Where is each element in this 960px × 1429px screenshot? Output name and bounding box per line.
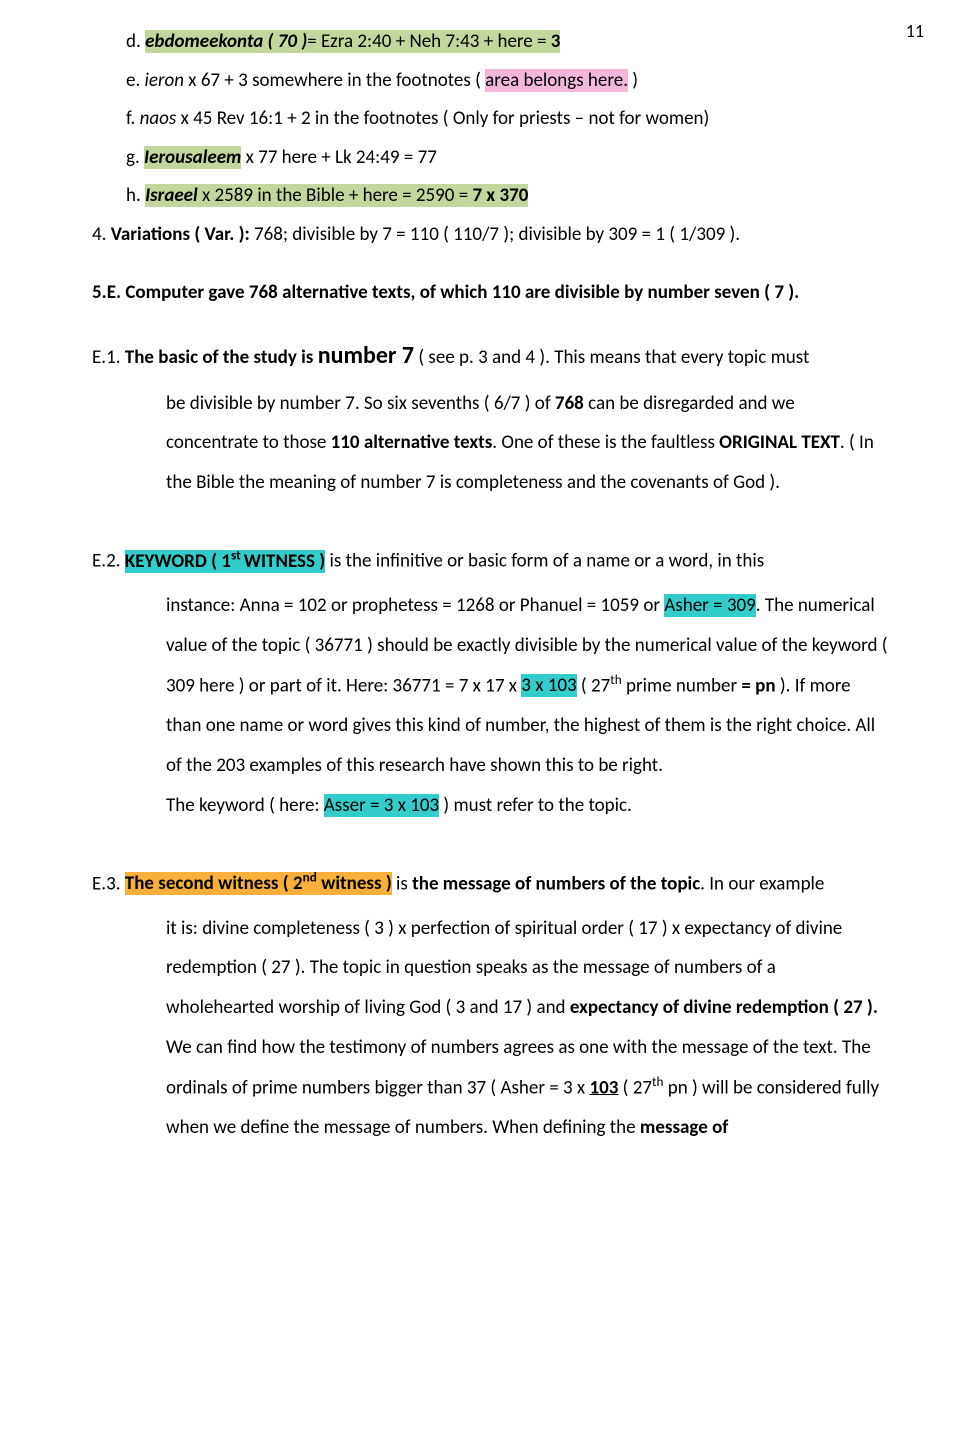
text: The basic of the study is bbox=[125, 346, 318, 369]
document-page: 11 d. ebdomeekonta ( 70 )= Ezra 2:40 + N… bbox=[0, 0, 960, 1208]
text: ( see p. 3 and 4 ). This means that ever… bbox=[414, 346, 809, 369]
text: ( 27 bbox=[618, 1076, 652, 1099]
text: e. bbox=[126, 69, 145, 92]
text: naos bbox=[140, 107, 177, 130]
text: ( 27 ). bbox=[833, 996, 878, 1019]
text: pn bbox=[755, 674, 775, 697]
text: is bbox=[392, 872, 412, 895]
text: 768; divisible by 7 = 110 ( 110/7 ); div… bbox=[250, 223, 740, 246]
item-d: d. ebdomeekonta ( 70 )= Ezra 2:40 + Neh … bbox=[126, 28, 888, 57]
text: th bbox=[610, 671, 621, 688]
text: nd bbox=[303, 869, 317, 886]
text: 3 bbox=[551, 30, 561, 53]
text: pn ) will be bbox=[663, 1076, 752, 1099]
section-e3: E.3. The second witness ( 2nd witness ) … bbox=[92, 868, 888, 1149]
text: . bbox=[840, 431, 845, 454]
text: . In our example bbox=[700, 872, 824, 895]
item-e: e. ieron x 67 + 3 somewhere in the footn… bbox=[126, 67, 888, 96]
text: x 67 + 3 somewhere in the footnotes ( bbox=[184, 69, 485, 92]
item-variations: 4. Variations ( Var. ): 768; divisible b… bbox=[92, 221, 888, 250]
highlight-pink: area belongs here. bbox=[485, 69, 628, 92]
text: redemption ( 27 ). The topic in question… bbox=[166, 956, 776, 979]
text: 4. bbox=[92, 223, 111, 246]
text: . One of these is the faultless bbox=[492, 431, 719, 454]
e3-line1: E.3. The second witness ( 2nd witness ) … bbox=[92, 868, 888, 899]
e1-body: be divisible by number 7. So six seventh… bbox=[166, 384, 888, 504]
text: Israeel bbox=[145, 184, 198, 207]
text: 7 x 370 bbox=[473, 184, 529, 207]
text: Variations ( Var. ): bbox=[111, 223, 250, 246]
text: prime number bbox=[622, 674, 742, 697]
text: ORIGINAL TEXT bbox=[719, 431, 840, 454]
section-5e: 5.E. Computer gave 768 alternative texts… bbox=[92, 279, 888, 308]
text: can be disregarded and we bbox=[584, 392, 795, 415]
text: st bbox=[231, 546, 244, 563]
highlight-olive: ebdomeekonta ( 70 )= Ezra 2:40 + Neh 7:4… bbox=[145, 30, 560, 53]
text: The keyword ( here: bbox=[166, 794, 324, 817]
e2-body: instance: Anna = 102 or prophetess = 126… bbox=[166, 586, 888, 826]
text: = Ezra 2:40 + Neh 7:43 + here = bbox=[307, 30, 551, 53]
text: f. bbox=[126, 107, 140, 130]
text: ieron bbox=[145, 69, 184, 92]
highlight-cyan: 3 x 103 bbox=[521, 674, 576, 697]
text: WITNESS ) bbox=[244, 550, 325, 573]
e1-line1: E.1. The basic of the study is number 7 … bbox=[92, 338, 888, 374]
item-f: f. naos x 45 Rev 16:1 + 2 in the footnot… bbox=[126, 105, 888, 134]
text: th bbox=[652, 1073, 663, 1090]
text: ebdomeekonta ( 70 ) bbox=[145, 30, 307, 53]
highlight-cyan: Asher = 309 bbox=[664, 594, 755, 617]
text: be divisible by number 7. So six seventh… bbox=[166, 392, 555, 415]
text: ( Only for priests – not for women) bbox=[443, 107, 710, 130]
text: We can find how the testimony of numbers… bbox=[166, 1036, 799, 1059]
label: E.1. bbox=[92, 346, 125, 369]
text: The second witness ( 2 bbox=[125, 872, 303, 895]
text: x 45 Rev 16:1 + 2 in the footnotes bbox=[176, 107, 442, 130]
text: concentrate to those bbox=[166, 431, 331, 454]
text: witness ) bbox=[317, 872, 392, 895]
text: number 7 bbox=[318, 341, 414, 370]
label: E.3. bbox=[92, 872, 125, 895]
text: instance: Anna = 102 or prophetess = 126… bbox=[166, 594, 664, 617]
e2-line1: E.2. KEYWORD ( 1st WITNESS ) is the infi… bbox=[92, 545, 888, 576]
highlight-cyan: KEYWORD ( 1st WITNESS ) bbox=[125, 550, 325, 573]
text: ( 27 bbox=[577, 674, 611, 697]
text: x 77 here + Lk 24:49 = 77 bbox=[241, 146, 437, 169]
text: the message of numbers of the topic bbox=[412, 872, 700, 895]
text: 768 bbox=[555, 392, 584, 415]
highlight-orange: The second witness ( 2nd witness ) bbox=[125, 872, 392, 895]
text: . The bbox=[756, 594, 794, 617]
text: ) bbox=[628, 69, 638, 92]
text: = bbox=[741, 674, 750, 697]
text: h. bbox=[126, 184, 145, 207]
section-e1: E.1. The basic of the study is number 7 … bbox=[92, 338, 888, 504]
item-h: h. Israeel x 2589 in the Bible + here = … bbox=[126, 182, 888, 211]
text: x 2589 in the Bible + here = 2590 = bbox=[198, 184, 473, 207]
highlight-olive: Israeel x 2589 in the Bible + here = 259… bbox=[145, 184, 528, 207]
text: wholehearted worship of living God ( 3 a… bbox=[166, 996, 570, 1019]
text: it is: divine completeness ( 3 ) x perfe… bbox=[166, 917, 842, 940]
text: 110 alternative texts bbox=[331, 431, 493, 454]
text: KEYWORD ( 1 bbox=[125, 550, 231, 573]
section-e2: E.2. KEYWORD ( 1st WITNESS ) is the infi… bbox=[92, 545, 888, 826]
text: 103 bbox=[589, 1076, 618, 1099]
text: d. bbox=[126, 30, 145, 53]
highlight-cyan: Asser = 3 x 103 bbox=[324, 794, 439, 817]
e3-body: it is: divine completeness ( 3 ) x perfe… bbox=[166, 909, 888, 1149]
text: is the infinitive or basic form of a nam… bbox=[325, 550, 764, 573]
text: Ierousaleem bbox=[144, 146, 241, 169]
item-g: g. Ierousaleem x 77 here + Lk 24:49 = 77 bbox=[126, 144, 888, 173]
text: ) must refer to the topic. bbox=[439, 794, 632, 817]
page-number: 11 bbox=[906, 20, 924, 42]
text: message of bbox=[640, 1116, 728, 1139]
label: E.2. bbox=[92, 550, 125, 573]
text: g. bbox=[126, 146, 144, 169]
text: expectancy of divine redemption bbox=[570, 996, 829, 1019]
text: 5.E. Computer gave 768 alternative texts… bbox=[92, 281, 799, 304]
highlight-olive: Ierousaleem bbox=[144, 146, 241, 169]
